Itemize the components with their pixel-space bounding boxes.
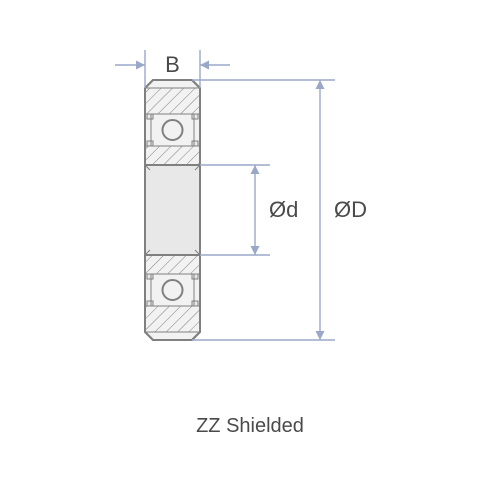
diagram-caption: ZZ Shielded	[0, 415, 500, 438]
dim-label-D: ØD	[334, 197, 367, 222]
dim-label-B: B	[165, 52, 180, 77]
dim-label-d: Ød	[269, 197, 298, 222]
bearing-diagram: B Ød ØD ZZ Shielded	[0, 0, 500, 500]
